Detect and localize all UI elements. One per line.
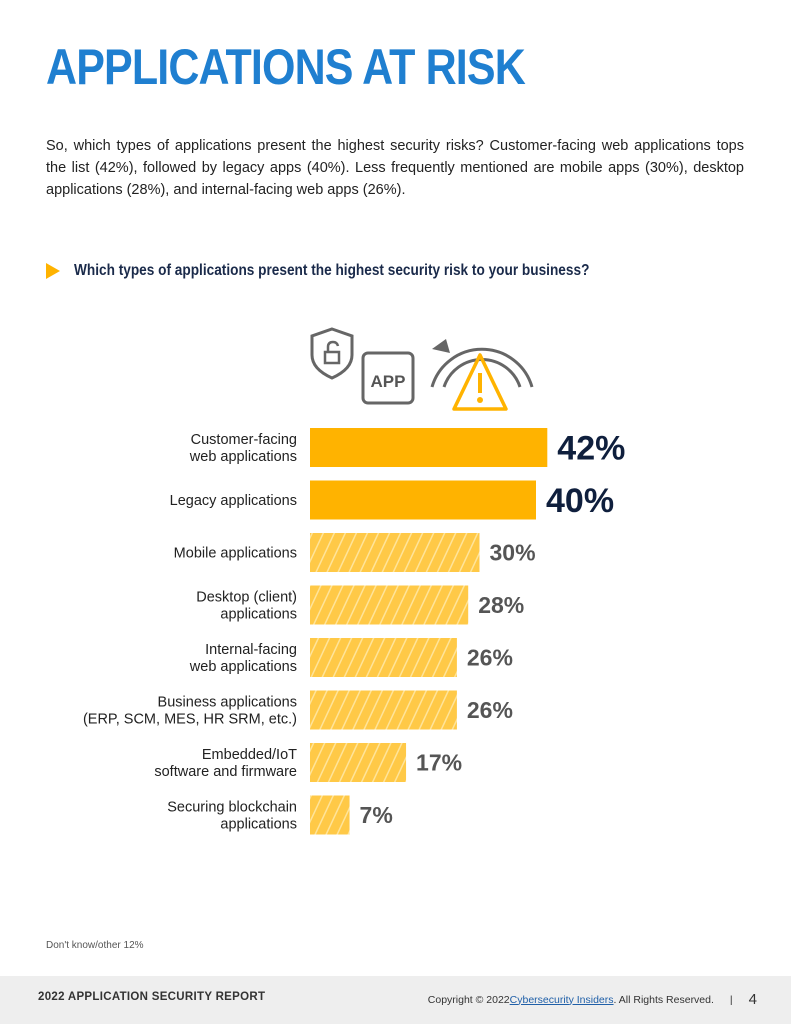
cybersecurity-insiders-link[interactable]: Cybersecurity Insiders (509, 993, 614, 1006)
gauge-warning-icon (430, 339, 534, 411)
bar-6 (310, 743, 407, 782)
value-label-1: 40% (546, 482, 614, 520)
bar-1 (310, 480, 536, 520)
bar-5 (310, 690, 457, 730)
category-label-4-1: web applications (189, 659, 297, 675)
copyright-suffix: . All Rights Reserved. (613, 993, 714, 1006)
value-label-2: 30% (490, 540, 536, 566)
category-label-3-0: Desktop (client) (196, 590, 297, 606)
report-name: 2022 APPLICATION SECURITY REPORT (38, 991, 266, 1003)
category-label-6-1: software and firmware (154, 764, 297, 780)
category-label-6-0: Embedded/IoT (202, 747, 297, 763)
icon-group: APP (300, 325, 550, 420)
value-label-3: 28% (478, 592, 524, 618)
app-icon-label: APP (371, 372, 406, 391)
intro-paragraph: So, which types of applications present … (46, 138, 744, 198)
page-number: 4 (748, 991, 757, 1008)
footer: 2022 APPLICATION SECURITY REPORT Copyrig… (0, 976, 791, 1024)
value-label-6: 17% (416, 750, 462, 776)
category-label-7-0: Securing blockchain (167, 800, 297, 816)
page-title: APPLICATIONS AT RISK (46, 39, 526, 95)
value-label-4: 26% (467, 645, 513, 671)
question-text: Which types of applications present the … (74, 262, 590, 279)
footer-separator: | (729, 993, 733, 1006)
copyright: Copyright © 2022 Cybersecurity Insiders … (428, 991, 757, 1008)
category-label-2-0: Mobile applications (174, 546, 297, 562)
category-label-5-0: Business applications (158, 695, 297, 711)
category-label-1-0: Legacy applications (170, 493, 297, 509)
play-triangle-icon (46, 263, 60, 279)
shield-lock-icon (310, 327, 354, 380)
footnote: Don't know/other 12% (46, 940, 144, 951)
bar-3 (310, 585, 469, 625)
category-label-0-0: Customer-facing (191, 432, 297, 448)
app-icon: APP (361, 351, 415, 405)
category-label-4-0: Internal-facing (205, 642, 297, 658)
value-label-5: 26% (467, 697, 513, 723)
chart-question: Which types of applications present the … (46, 260, 746, 282)
bar-4 (310, 638, 457, 677)
category-label-0-1: web applications (189, 449, 297, 465)
category-label-5-1: (ERP, SCM, MES, HR SRM, etc.) (83, 712, 297, 728)
value-label-7: 7% (360, 802, 393, 828)
copyright-prefix: Copyright © 2022 (427, 993, 510, 1006)
value-label-0: 42% (557, 430, 625, 468)
category-label-7-1: applications (220, 817, 297, 833)
bar-2 (310, 533, 480, 572)
bar-7 (310, 795, 350, 835)
category-label-3-1: applications (220, 607, 297, 623)
bar-0 (310, 428, 548, 467)
